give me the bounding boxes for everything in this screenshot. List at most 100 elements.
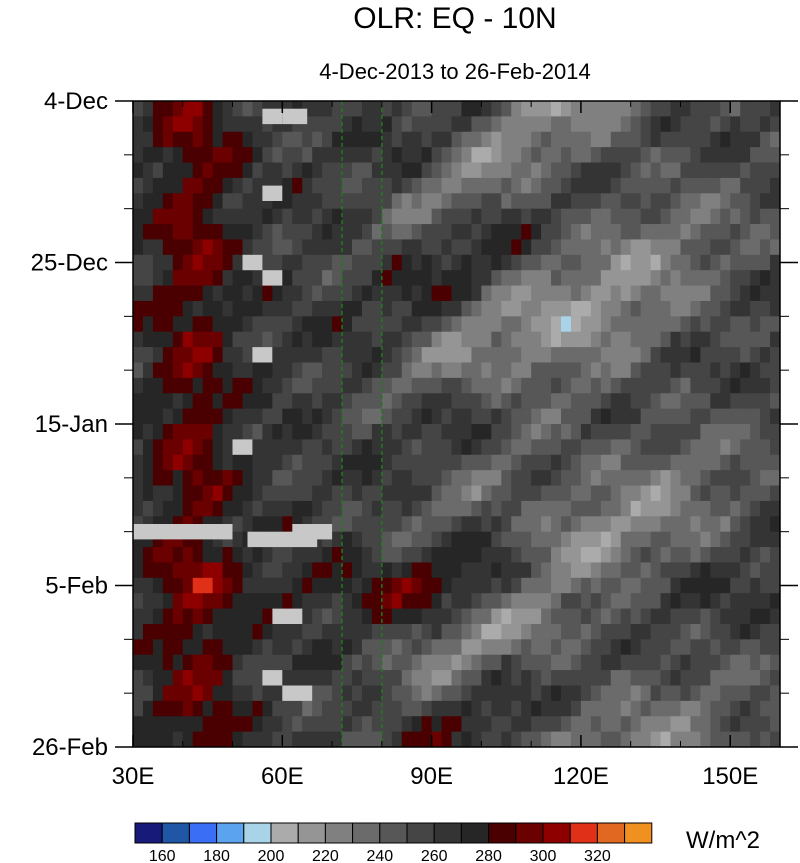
heatmap-cell	[361, 654, 373, 671]
heatmap-cell	[640, 224, 652, 240]
heatmap-cell	[401, 424, 413, 440]
heatmap-cell	[770, 193, 780, 210]
heatmap-cell	[580, 316, 592, 333]
heatmap-cell	[760, 285, 771, 302]
colorbar-label: 280	[475, 848, 502, 863]
heatmap-cell	[212, 547, 224, 563]
heatmap-cell	[660, 116, 671, 133]
heatmap-cell	[172, 623, 184, 640]
heatmap-cell	[730, 177, 741, 194]
heatmap-cell	[680, 316, 691, 333]
heatmap-cell	[232, 577, 243, 594]
heatmap-cell	[541, 639, 552, 656]
heatmap-cell	[680, 254, 691, 271]
heatmap-cell	[302, 547, 313, 563]
heatmap-cell	[212, 700, 224, 717]
heatmap-cell	[620, 254, 632, 271]
heatmap-cell	[202, 270, 214, 287]
heatmap-cell	[272, 300, 283, 317]
heatmap-cell	[511, 177, 522, 194]
heatmap-cell	[182, 700, 194, 717]
heatmap-cell	[252, 700, 263, 717]
heatmap-cell	[561, 516, 572, 533]
heatmap-cell	[561, 362, 572, 379]
heatmap-cell	[451, 670, 462, 686]
heatmap-cell	[192, 685, 204, 702]
heatmap-cell	[710, 300, 721, 317]
heatmap-cell	[401, 147, 413, 164]
heatmap-cell	[282, 424, 293, 440]
heatmap-cell	[760, 700, 771, 717]
heatmap-cell	[511, 162, 522, 179]
heatmap-cell	[421, 516, 433, 533]
heatmap-cell	[570, 347, 582, 363]
heatmap-cell	[561, 285, 572, 302]
heatmap-cell	[680, 485, 691, 502]
heatmap-cell	[700, 654, 711, 671]
colorbar-swatch	[406, 822, 435, 844]
heatmap-cell	[670, 254, 681, 271]
heatmap-cell	[610, 131, 622, 148]
heatmap-cell	[262, 316, 273, 333]
heatmap-cell	[630, 377, 642, 394]
missing-data-cell	[242, 254, 263, 271]
heatmap-cell	[272, 224, 283, 240]
heatmap-cell	[162, 562, 174, 579]
heatmap-cell	[381, 270, 393, 287]
heatmap-cell	[361, 562, 373, 579]
heatmap-cell	[272, 208, 283, 225]
heatmap-cell	[740, 116, 751, 133]
heatmap-cell	[322, 270, 333, 287]
heatmap-cell	[630, 316, 642, 333]
heatmap-cell	[322, 377, 333, 394]
heatmap-cell	[302, 470, 313, 487]
heatmap-cell	[760, 623, 771, 640]
heatmap-cell	[481, 685, 492, 702]
heatmap-cell	[212, 300, 224, 317]
heatmap-cell	[620, 485, 632, 502]
heatmap-cell	[451, 654, 462, 671]
heatmap-cell	[222, 731, 234, 747]
heatmap-cell	[361, 485, 373, 502]
heatmap-cell	[262, 331, 273, 348]
heatmap-cell	[152, 547, 164, 563]
heatmap-cell	[551, 516, 562, 533]
heatmap-cell	[700, 193, 711, 210]
heatmap-cell	[650, 316, 662, 333]
heatmap-cell	[421, 439, 433, 456]
heatmap-cell	[600, 331, 612, 348]
heatmap-cell	[501, 177, 512, 194]
heatmap-cell	[371, 470, 383, 487]
heatmap-cell	[351, 485, 363, 502]
heatmap-cell	[162, 485, 174, 502]
heatmap-cell	[361, 500, 373, 517]
heatmap-cell	[700, 208, 711, 225]
heatmap-cell	[740, 700, 751, 717]
heatmap-cell	[421, 577, 433, 594]
heatmap-cell	[212, 116, 224, 133]
heatmap-cell	[561, 239, 572, 256]
heatmap-cell	[690, 285, 701, 302]
heatmap-cell	[620, 347, 632, 363]
heatmap-cell	[570, 239, 582, 256]
heatmap-cell	[133, 147, 144, 164]
heatmap-cell	[461, 547, 472, 563]
heatmap-cell	[481, 593, 492, 610]
heatmap-cell	[232, 531, 243, 548]
heatmap-cell	[660, 485, 671, 502]
heatmap-cell	[242, 608, 253, 625]
heatmap-cell	[650, 147, 662, 164]
heatmap-cell	[332, 408, 343, 425]
heatmap-cell	[182, 285, 194, 302]
heatmap-cell	[152, 147, 164, 164]
heatmap-cell	[322, 316, 333, 333]
heatmap-cell	[182, 731, 194, 747]
x-tick-label: 150E	[702, 763, 758, 790]
heatmap-cell	[332, 670, 343, 686]
heatmap-cell	[640, 731, 652, 747]
heatmap-cell	[212, 408, 224, 425]
heatmap-cell	[630, 516, 642, 533]
heatmap-cell	[690, 516, 701, 533]
heatmap-cell	[272, 654, 283, 671]
heatmap-cell	[232, 485, 243, 502]
